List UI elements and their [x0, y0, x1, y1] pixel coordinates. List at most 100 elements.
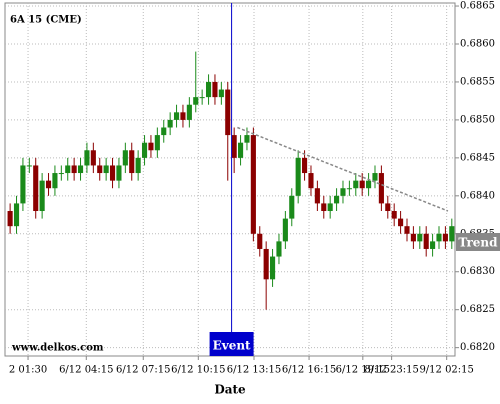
candle-body	[231, 135, 237, 158]
candle-body	[58, 173, 64, 175]
candle-body	[346, 188, 352, 190]
candle-body	[116, 165, 122, 181]
candles	[7, 51, 455, 310]
x-tick-label: 6/12 04:15	[59, 365, 113, 376]
candle-body	[442, 233, 448, 242]
candle-body	[77, 165, 84, 174]
candle-body	[430, 241, 436, 249]
candle-body	[391, 211, 397, 219]
candle-body	[141, 142, 148, 158]
candle-body	[199, 97, 205, 99]
trend-label-box	[456, 233, 500, 251]
grid	[5, 3, 455, 356]
candle-body	[244, 135, 250, 143]
candle-body	[295, 157, 301, 196]
y-tick-label: 0.6820	[460, 342, 495, 353]
candle-body	[13, 203, 20, 227]
candle-body	[308, 173, 314, 189]
candle-body	[276, 241, 282, 257]
candle-body	[45, 180, 52, 189]
candle-body	[270, 256, 276, 280]
candle-body	[263, 248, 269, 280]
event-label-box	[209, 332, 254, 356]
candle-body	[109, 165, 116, 181]
candle-body	[398, 218, 404, 227]
candle-body	[7, 211, 13, 227]
y-tick-label: 0.6830	[460, 266, 495, 277]
candle-body	[327, 203, 333, 212]
candle-body	[90, 150, 96, 166]
candle-body	[167, 119, 173, 128]
candle-body	[212, 81, 218, 98]
candle-body	[39, 180, 45, 212]
candle-body	[314, 188, 320, 204]
candle-body	[353, 180, 359, 189]
candle-body	[180, 112, 186, 120]
x-tick-label: 6/12 19:15	[336, 365, 390, 376]
x-tick-label: 2 01:30	[9, 365, 47, 376]
y-tick-label: 0.6860	[460, 38, 495, 49]
candle-body	[436, 233, 442, 242]
candle-body	[334, 195, 340, 204]
y-tick-label: 0.6865	[460, 1, 495, 12]
candle-body	[84, 150, 90, 166]
candle-body	[423, 233, 429, 249]
candle-body	[26, 165, 32, 167]
y-tick-label: 0.6845	[460, 152, 495, 163]
candle-body	[372, 173, 378, 181]
candle-body	[186, 104, 192, 120]
candle-body	[410, 233, 416, 242]
x-tick-label: 8/12 23:15	[364, 365, 418, 376]
candle-body	[302, 157, 308, 174]
watermark: www.delkos.com	[11, 343, 104, 354]
candle-body	[359, 180, 365, 189]
y-tick-label: 0.6825	[460, 304, 495, 315]
candle-body	[129, 150, 135, 174]
trend-label: Trend	[458, 236, 498, 250]
candle-body	[282, 218, 288, 242]
candle-body	[97, 165, 103, 174]
x-tick-label: 6/12 07:15	[116, 365, 170, 376]
candle-body	[404, 226, 410, 234]
candle-body	[205, 81, 212, 98]
x-tick-label: 6/12 16:15	[282, 365, 336, 376]
candle-body	[378, 173, 384, 204]
chart-title: 6A 15 (CME)	[10, 15, 82, 26]
trend-line	[237, 126, 449, 212]
candle-body	[257, 233, 263, 249]
candle-body	[250, 135, 256, 234]
candle-body	[449, 226, 455, 242]
candle-body	[366, 180, 372, 189]
x-tick-label: 6/12 10:15	[171, 365, 225, 376]
y-tick-label: 0.6840	[460, 190, 495, 201]
x-tick-label: 6/12 13:15	[227, 365, 281, 376]
candle-body	[20, 165, 26, 204]
candle-body	[218, 89, 224, 98]
candle-body	[103, 165, 109, 174]
candle-body	[33, 165, 39, 212]
candle-body	[340, 188, 346, 196]
candle-body	[289, 195, 295, 219]
candle-body	[225, 89, 231, 136]
candle-body	[193, 97, 199, 105]
event-label: Event	[213, 339, 251, 353]
candle-body	[52, 173, 58, 189]
candle-body	[148, 142, 154, 151]
candle-body	[173, 112, 180, 120]
plot-frame	[4, 2, 456, 357]
candle-body	[65, 165, 71, 174]
candle-body	[122, 150, 128, 166]
candle-body	[161, 127, 167, 136]
x-tick-label: 9/12 02:15	[419, 365, 473, 376]
candle-body	[154, 135, 160, 151]
candle-body	[417, 233, 423, 242]
candle-body	[238, 142, 244, 158]
candle-body	[71, 165, 77, 174]
x-axis-title: Date	[214, 383, 246, 397]
y-tick-label: 0.6850	[460, 114, 495, 125]
candle-body	[321, 203, 327, 212]
y-tick-label: 0.6855	[460, 76, 495, 87]
candle-body	[385, 203, 391, 212]
candle-body	[135, 157, 141, 174]
